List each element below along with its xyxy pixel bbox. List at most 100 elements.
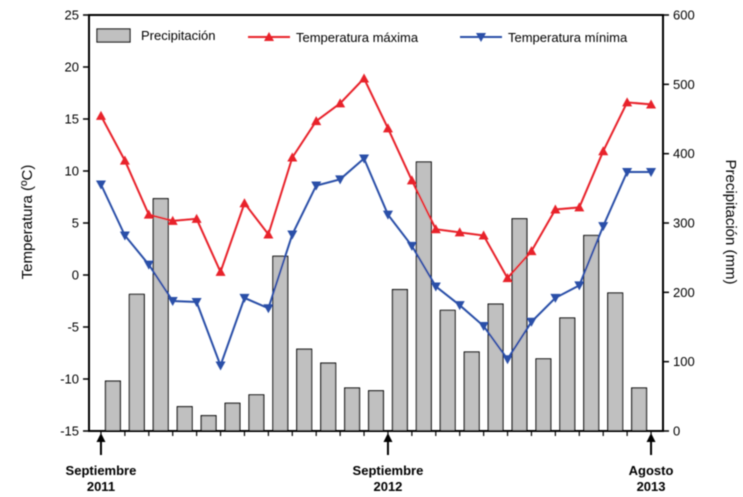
tmin-point: [646, 168, 657, 178]
date-arrow-head: [646, 433, 656, 442]
tmax-point: [478, 230, 489, 240]
precipitation-bar: [511, 218, 528, 432]
tmin-point: [311, 181, 322, 191]
right-tick-label: 0: [673, 424, 680, 439]
precipitation-bar: [439, 309, 456, 432]
tmax-point: [191, 213, 202, 223]
precipitation-bars: [104, 161, 648, 432]
right-axis-title: Precipitación (mm): [722, 159, 739, 284]
tmin-point: [598, 222, 609, 232]
left-tick-label: -15: [60, 424, 79, 439]
tmin-point: [167, 297, 178, 306]
right-tick-label: 200: [673, 285, 695, 300]
date-label-line2: 2012: [373, 479, 402, 494]
tmax-point: [574, 202, 585, 212]
tmin-point: [95, 180, 106, 190]
tmax-point: [526, 246, 537, 256]
precipitation-bar: [104, 380, 121, 432]
tmax-point: [143, 209, 154, 219]
date-arrow-head: [383, 433, 393, 442]
tmin-point: [143, 260, 154, 270]
tmax-point: [167, 215, 178, 225]
left-tick-label: -5: [67, 320, 79, 335]
tmax-point: [550, 204, 561, 214]
tmin-point: [550, 293, 561, 303]
left-tick-label: 15: [65, 112, 79, 127]
precipitation-bar: [607, 292, 624, 432]
precipitation-bar: [272, 255, 289, 432]
tmax-point: [502, 273, 513, 283]
tmin-point: [215, 361, 226, 371]
tmax-point: [359, 73, 370, 83]
tmin-point: [335, 175, 346, 185]
precipitation-bar: [415, 161, 432, 432]
precipitation-bar: [368, 390, 385, 432]
tmin-point: [406, 241, 417, 251]
precipitation-bar: [224, 402, 241, 432]
tmin-point: [622, 168, 633, 178]
tmax-point: [215, 266, 226, 276]
precipitation-bar: [152, 198, 169, 432]
precipitation-bar: [487, 303, 504, 432]
tmin-point: [119, 231, 130, 241]
precipitation-bar: [320, 362, 337, 432]
right-tick-label: 300: [673, 216, 695, 231]
precipitation-bar: [463, 351, 480, 432]
precipitation-bar: [391, 289, 408, 432]
precipitation-bar: [176, 406, 193, 432]
tmin-point: [574, 281, 585, 291]
date-label-line1: Septiembre: [353, 463, 424, 478]
tmax-point: [382, 123, 393, 133]
tmin-point: [430, 282, 441, 292]
tmin-point: [359, 154, 370, 164]
tmax-point: [263, 229, 274, 239]
precipitation-bar: [200, 415, 217, 432]
legend-tmax-marker: [264, 32, 274, 41]
left-tick-label: 25: [65, 8, 79, 23]
tmax-line: [100, 76, 652, 280]
tmax-point: [239, 198, 250, 208]
tmax-point: [95, 110, 106, 120]
left-tick-label: 5: [72, 216, 79, 231]
legend-precip-swatch: [96, 28, 131, 43]
tmax-point: [646, 99, 657, 109]
precipitation-bar: [559, 317, 576, 432]
temperature-lines: [95, 73, 657, 371]
precipitation-bar: [248, 394, 265, 432]
precipitation-bar: [344, 387, 361, 432]
precipitation-bar: [128, 293, 145, 432]
tmax-point: [335, 98, 346, 108]
legend-precip-label: Precipitación: [141, 28, 215, 43]
precipitation-bar: [583, 234, 600, 432]
tmin-point: [382, 210, 393, 220]
right-tick-label: 500: [673, 77, 695, 92]
legend: Precipitación Temperatura máxima Tempera…: [96, 28, 628, 45]
tmax-point: [430, 224, 441, 234]
left-tick-label: 20: [65, 60, 79, 75]
precipitation-bar: [631, 387, 648, 432]
precipitation-bar: [535, 358, 552, 432]
tmax-point: [119, 155, 130, 165]
right-tick-label: 600: [673, 8, 695, 23]
left-axis-title: Temperatura (ºC): [19, 165, 36, 280]
precipitation-bar: [296, 348, 313, 432]
legend-tmax-label: Temperatura máxima: [296, 30, 419, 45]
left-tick-label: -10: [60, 372, 79, 387]
axes: -15 -10 -5 0 5 10 15 20 25 0 100 200 300 400 500 600: [60, 8, 695, 439]
tmin-point: [454, 301, 465, 311]
right-tick-label: 100: [673, 354, 695, 369]
legend-tmin-marker: [476, 33, 486, 42]
tmin-point: [263, 304, 274, 314]
right-tick-label: 400: [673, 146, 695, 161]
tmax-point: [406, 175, 417, 185]
tmax-point: [622, 97, 633, 107]
left-tick-label: 0: [72, 268, 79, 283]
tmax-point: [287, 152, 298, 162]
tmin-point: [478, 321, 489, 331]
date-label-line2: 2013: [637, 479, 666, 494]
tmax-point: [598, 146, 609, 156]
date-label-line2: 2011: [87, 479, 115, 494]
tmin-point: [191, 298, 202, 308]
tmin-point: [526, 317, 537, 327]
